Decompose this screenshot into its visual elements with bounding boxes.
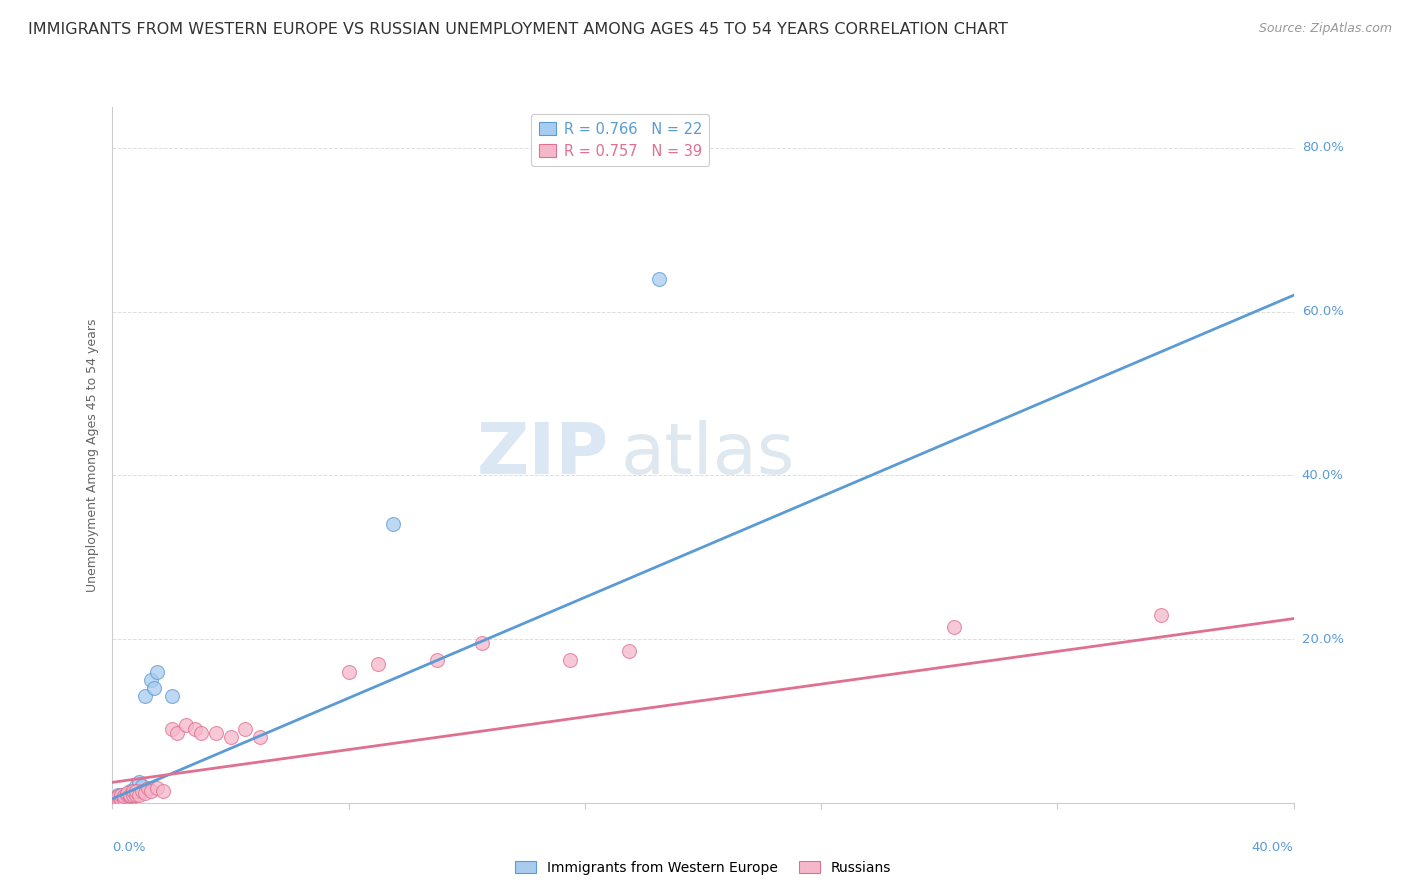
Point	[112, 791, 135, 805]
Point	[107, 788, 129, 802]
Point	[107, 791, 129, 805]
Point	[146, 780, 169, 795]
Point	[184, 722, 207, 736]
Point	[382, 517, 405, 532]
Text: Source: ZipAtlas.com: Source: ZipAtlas.com	[1258, 22, 1392, 36]
Point	[120, 783, 142, 797]
Text: 60.0%: 60.0%	[1302, 305, 1344, 318]
Point	[120, 789, 142, 804]
Y-axis label: Unemployment Among Ages 45 to 54 years: Unemployment Among Ages 45 to 54 years	[86, 318, 100, 591]
Point	[128, 775, 150, 789]
Point	[107, 791, 129, 805]
Point	[122, 788, 145, 802]
Point	[110, 791, 132, 805]
Point	[125, 780, 148, 794]
Point	[112, 791, 135, 805]
Point	[120, 791, 142, 805]
Point	[110, 791, 132, 805]
Point	[1150, 607, 1173, 622]
Point	[249, 731, 271, 745]
Point	[647, 272, 671, 286]
Point	[139, 783, 162, 797]
Point	[146, 665, 169, 679]
Point	[112, 788, 135, 802]
Point	[122, 783, 145, 797]
Point	[117, 786, 138, 800]
Point	[125, 783, 148, 797]
Point	[110, 788, 132, 802]
Point	[131, 780, 153, 794]
Point	[190, 726, 212, 740]
Point	[142, 681, 165, 696]
Point	[112, 789, 135, 804]
Text: 40.0%: 40.0%	[1251, 841, 1294, 854]
Point	[122, 788, 145, 802]
Point	[107, 789, 129, 804]
Point	[117, 791, 138, 805]
Legend: Immigrants from Western Europe, Russians: Immigrants from Western Europe, Russians	[509, 855, 897, 880]
Text: 80.0%: 80.0%	[1302, 142, 1344, 154]
Point	[160, 690, 183, 704]
Point	[619, 644, 641, 658]
Legend: R = 0.766   N = 22, R = 0.757   N = 39: R = 0.766 N = 22, R = 0.757 N = 39	[531, 114, 709, 166]
Point	[120, 788, 142, 802]
Point	[219, 731, 242, 745]
Point	[233, 722, 256, 736]
Point	[104, 791, 127, 805]
Point	[134, 786, 156, 800]
Text: IMMIGRANTS FROM WESTERN EUROPE VS RUSSIAN UNEMPLOYMENT AMONG AGES 45 TO 54 YEARS: IMMIGRANTS FROM WESTERN EUROPE VS RUSSIA…	[28, 22, 1008, 37]
Point	[117, 788, 138, 802]
Point	[125, 788, 148, 802]
Point	[128, 788, 150, 802]
Text: 20.0%: 20.0%	[1302, 632, 1344, 646]
Text: 0.0%: 0.0%	[112, 841, 146, 854]
Point	[174, 718, 197, 732]
Point	[337, 665, 360, 679]
Point	[367, 657, 389, 671]
Point	[205, 726, 228, 740]
Point	[558, 652, 582, 666]
Point	[139, 673, 162, 687]
Text: atlas: atlas	[620, 420, 794, 490]
Point	[152, 783, 174, 797]
Text: 40.0%: 40.0%	[1302, 469, 1344, 482]
Point	[134, 690, 156, 704]
Point	[160, 722, 183, 736]
Point	[131, 783, 153, 797]
Point	[470, 636, 494, 650]
Point	[136, 780, 159, 795]
Point	[426, 652, 449, 666]
Point	[122, 783, 145, 797]
Point	[110, 788, 132, 802]
Point	[166, 726, 188, 740]
Point	[104, 791, 127, 805]
Point	[942, 620, 965, 634]
Text: ZIP: ZIP	[477, 420, 609, 490]
